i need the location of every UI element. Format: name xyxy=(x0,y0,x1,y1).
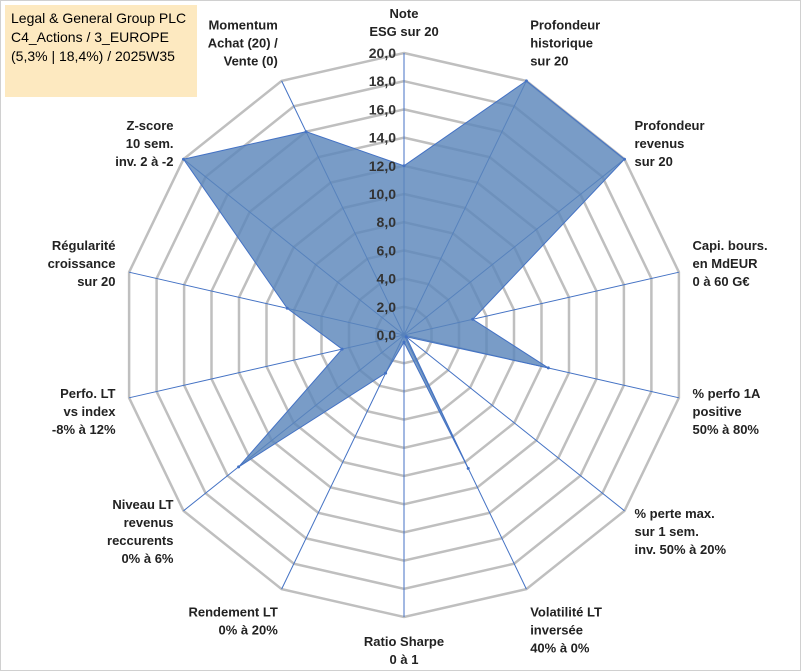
axis-label: Niveau LT revenus reccurents 0% à 6% xyxy=(107,497,174,566)
axis-label-line: 0 à 1 xyxy=(390,652,419,667)
axis-label-line: Note xyxy=(390,6,419,21)
axis-label-line: Ratio Sharpe xyxy=(364,634,444,649)
radar-series xyxy=(182,79,626,470)
series-point xyxy=(340,347,344,351)
axis-spoke xyxy=(281,334,405,590)
series-point xyxy=(304,130,308,134)
axis-label-line: inv. 50% à 20% xyxy=(635,542,727,557)
axis-label-line: Niveau LT xyxy=(112,497,173,512)
axis-label-line: -8% à 12% xyxy=(52,422,116,437)
axis-label-line: croissance xyxy=(48,256,116,271)
radar-axis-labels: Note ESG sur 20 Profondeur historique sur 20… xyxy=(48,6,768,667)
series-point xyxy=(285,306,289,310)
axis-label-line: inversée xyxy=(530,622,583,637)
axis-label: Momentum Achat (20) / Vente (0) xyxy=(208,18,278,69)
r-tick-label: 12,0 xyxy=(369,158,396,174)
axis-label-line: vs index xyxy=(63,404,116,419)
axis-label-line: sur 20 xyxy=(77,274,115,289)
axis-label-line: sur 1 sem. xyxy=(635,524,699,539)
axis-label-line: inv. 2 à -2 xyxy=(115,154,173,169)
series-point xyxy=(471,317,475,321)
axis-label-line: sur 20 xyxy=(635,154,673,169)
axis-label-line: 0 à 60 G€ xyxy=(693,274,750,289)
axis-label-line: 40% à 0% xyxy=(530,640,590,655)
title-stats: (5,3% | 18,4%) / 2025W35 xyxy=(11,48,175,64)
axis-label: Note ESG sur 20 xyxy=(369,6,438,39)
axis-label-line: en MdEUR xyxy=(693,256,759,271)
axis-label-line: 10 sem. xyxy=(126,136,174,151)
axis-label-line: 50% à 80% xyxy=(693,422,760,437)
r-tick-label: 4,0 xyxy=(377,271,397,287)
axis-label: % perte max. sur 1 sem. inv. 50% à 20% xyxy=(635,506,727,557)
axis-label-line: positive xyxy=(693,404,742,419)
axis-label: Perfo. LT vs index -8% à 12% xyxy=(52,386,116,437)
axis-label: Profondeur revenus sur 20 xyxy=(635,118,705,169)
r-tick-label: 14,0 xyxy=(369,130,396,146)
title-company: Legal & General Group PLC xyxy=(11,10,187,26)
axis-spoke xyxy=(403,334,625,512)
axis-label-line: Z-score xyxy=(127,118,174,133)
axis-label-line: Volatilité LT xyxy=(530,604,602,619)
axis-label: Volatilité LT inversée 40% à 0% xyxy=(530,604,602,655)
axis-label-line: revenus xyxy=(635,136,685,151)
series-point xyxy=(182,157,185,161)
series-point xyxy=(623,157,626,161)
axis-label-line: Perfo. LT xyxy=(60,386,115,401)
axis-label-line: revenus xyxy=(124,515,174,530)
axis-label-line: 0% à 6% xyxy=(121,551,173,566)
title-category: C4_Actions / 3_EUROPE xyxy=(11,29,169,45)
axis-label: % perfo 1A positive 50% à 80% xyxy=(693,386,762,437)
series-point xyxy=(402,164,406,168)
axis-label-line: Profondeur xyxy=(635,118,705,133)
r-tick-label: 18,0 xyxy=(369,73,396,89)
axis-label-line: reccurents xyxy=(107,533,173,548)
series-point xyxy=(402,340,406,344)
r-tick-label: 0,0 xyxy=(377,327,397,343)
series-point xyxy=(466,466,470,470)
axis-label: Ratio Sharpe 0 à 1 xyxy=(364,634,444,667)
axis-label: Profondeur historique sur 20 xyxy=(530,18,600,69)
series-point xyxy=(237,465,241,469)
r-tick-label: 2,0 xyxy=(377,299,397,315)
series-point xyxy=(524,79,528,83)
axis-label-line: Vente (0) xyxy=(224,54,278,69)
r-tick-label: 20,0 xyxy=(369,45,396,61)
axis-label-line: Achat (20) / xyxy=(208,36,278,51)
axis-label-line: Capi. bours. xyxy=(693,238,768,253)
axis-label: Capi. bours. en MdEUR 0 à 60 G€ xyxy=(693,238,768,289)
chart-title-box: Legal & General Group PLC C4_Actions / 3… xyxy=(5,5,197,97)
r-tick-label: 8,0 xyxy=(377,214,397,230)
axis-label-line: % perfo 1A xyxy=(693,386,762,401)
axis-label: Rendement LT 0% à 20% xyxy=(188,604,278,637)
axis-label-line: ESG sur 20 xyxy=(369,24,438,39)
axis-label-line: Momentum xyxy=(208,18,277,33)
series-point xyxy=(384,371,388,375)
axis-label-line: Régularité xyxy=(52,238,116,253)
axis-label-line: Profondeur xyxy=(530,18,600,33)
axis-label-line: sur 20 xyxy=(530,54,568,69)
series-point xyxy=(546,366,550,370)
r-tick-label: 6,0 xyxy=(377,242,397,258)
axis-label: Régularité croissance sur 20 xyxy=(48,238,116,289)
series-point xyxy=(404,335,408,339)
axis-label-line: % perte max. xyxy=(635,506,715,521)
r-tick-label: 16,0 xyxy=(369,101,396,117)
radar-tick-labels: 0,0 2,0 4,0 6,0 8,0 10,0 12,0 14,0 16,0 18,0 20,0 xyxy=(369,45,396,343)
axis-label: Z-score 10 sem. inv. 2 à -2 xyxy=(115,118,173,169)
axis-label-line: 0% à 20% xyxy=(219,622,279,637)
r-tick-label: 10,0 xyxy=(369,186,396,202)
axis-label-line: Rendement LT xyxy=(188,604,277,619)
axis-label-line: historique xyxy=(530,36,593,51)
